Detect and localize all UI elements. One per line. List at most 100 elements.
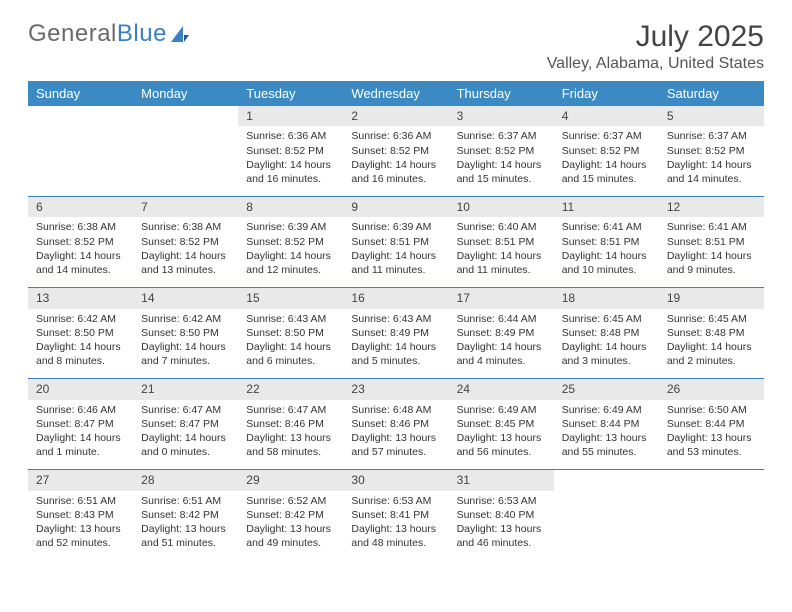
day-details: Sunrise: 6:38 AMSunset: 8:52 PMDaylight:… [133, 217, 238, 287]
day-details: Sunrise: 6:37 AMSunset: 8:52 PMDaylight:… [449, 126, 554, 196]
day-details: Sunrise: 6:53 AMSunset: 8:41 PMDaylight:… [343, 491, 448, 561]
day-cell: 2Sunrise: 6:36 AMSunset: 8:52 PMDaylight… [343, 106, 448, 196]
day-number: 4 [554, 106, 659, 126]
month-title: July 2025 [547, 20, 764, 53]
day-cell: 10Sunrise: 6:40 AMSunset: 8:51 PMDayligh… [449, 196, 554, 287]
day-number [28, 106, 133, 126]
day-number: 31 [449, 469, 554, 490]
day-details: Sunrise: 6:37 AMSunset: 8:52 PMDaylight:… [659, 126, 764, 196]
day-header: Thursday [449, 81, 554, 106]
day-number [659, 469, 764, 490]
logo-sail-icon [170, 25, 190, 43]
day-details: Sunrise: 6:38 AMSunset: 8:52 PMDaylight:… [28, 217, 133, 287]
day-details: Sunrise: 6:42 AMSunset: 8:50 PMDaylight:… [133, 309, 238, 379]
logo-text-gray: General [28, 20, 117, 48]
day-details: Sunrise: 6:39 AMSunset: 8:51 PMDaylight:… [343, 217, 448, 287]
day-cell: 31Sunrise: 6:53 AMSunset: 8:40 PMDayligh… [449, 469, 554, 560]
day-details: Sunrise: 6:52 AMSunset: 8:42 PMDaylight:… [238, 491, 343, 561]
day-details: Sunrise: 6:41 AMSunset: 8:51 PMDaylight:… [554, 217, 659, 287]
week-row: 1Sunrise: 6:36 AMSunset: 8:52 PMDaylight… [28, 106, 764, 196]
day-details: Sunrise: 6:39 AMSunset: 8:52 PMDaylight:… [238, 217, 343, 287]
day-details [659, 491, 764, 541]
day-number: 15 [238, 287, 343, 308]
day-cell: 7Sunrise: 6:38 AMSunset: 8:52 PMDaylight… [133, 196, 238, 287]
day-number: 18 [554, 287, 659, 308]
day-details: Sunrise: 6:43 AMSunset: 8:49 PMDaylight:… [343, 309, 448, 379]
day-number: 13 [28, 287, 133, 308]
day-number: 22 [238, 378, 343, 399]
day-cell: 19Sunrise: 6:45 AMSunset: 8:48 PMDayligh… [659, 287, 764, 378]
day-cell: 12Sunrise: 6:41 AMSunset: 8:51 PMDayligh… [659, 196, 764, 287]
day-details: Sunrise: 6:49 AMSunset: 8:44 PMDaylight:… [554, 400, 659, 470]
day-number: 6 [28, 196, 133, 217]
day-details: Sunrise: 6:48 AMSunset: 8:46 PMDaylight:… [343, 400, 448, 470]
day-details [28, 126, 133, 176]
day-number: 17 [449, 287, 554, 308]
day-details: Sunrise: 6:51 AMSunset: 8:43 PMDaylight:… [28, 491, 133, 561]
day-header: Friday [554, 81, 659, 106]
day-cell: 14Sunrise: 6:42 AMSunset: 8:50 PMDayligh… [133, 287, 238, 378]
day-number: 29 [238, 469, 343, 490]
day-details: Sunrise: 6:49 AMSunset: 8:45 PMDaylight:… [449, 400, 554, 470]
week-row: 6Sunrise: 6:38 AMSunset: 8:52 PMDaylight… [28, 196, 764, 287]
day-cell: 21Sunrise: 6:47 AMSunset: 8:47 PMDayligh… [133, 378, 238, 469]
day-number: 5 [659, 106, 764, 126]
day-number: 24 [449, 378, 554, 399]
day-cell: 6Sunrise: 6:38 AMSunset: 8:52 PMDaylight… [28, 196, 133, 287]
day-header: Saturday [659, 81, 764, 106]
day-cell: 9Sunrise: 6:39 AMSunset: 8:51 PMDaylight… [343, 196, 448, 287]
day-details: Sunrise: 6:53 AMSunset: 8:40 PMDaylight:… [449, 491, 554, 561]
day-number: 1 [238, 106, 343, 126]
day-details: Sunrise: 6:43 AMSunset: 8:50 PMDaylight:… [238, 309, 343, 379]
day-cell: 13Sunrise: 6:42 AMSunset: 8:50 PMDayligh… [28, 287, 133, 378]
day-details: Sunrise: 6:37 AMSunset: 8:52 PMDaylight:… [554, 126, 659, 196]
day-number: 16 [343, 287, 448, 308]
week-row: 13Sunrise: 6:42 AMSunset: 8:50 PMDayligh… [28, 287, 764, 378]
day-details: Sunrise: 6:45 AMSunset: 8:48 PMDaylight:… [659, 309, 764, 379]
day-cell: 28Sunrise: 6:51 AMSunset: 8:42 PMDayligh… [133, 469, 238, 560]
logo: GeneralBlue [28, 20, 190, 48]
day-details: Sunrise: 6:44 AMSunset: 8:49 PMDaylight:… [449, 309, 554, 379]
day-number: 23 [343, 378, 448, 399]
day-number: 19 [659, 287, 764, 308]
day-cell: 16Sunrise: 6:43 AMSunset: 8:49 PMDayligh… [343, 287, 448, 378]
day-cell: 30Sunrise: 6:53 AMSunset: 8:41 PMDayligh… [343, 469, 448, 560]
day-number: 27 [28, 469, 133, 490]
day-cell: 8Sunrise: 6:39 AMSunset: 8:52 PMDaylight… [238, 196, 343, 287]
day-number: 14 [133, 287, 238, 308]
day-cell: 26Sunrise: 6:50 AMSunset: 8:44 PMDayligh… [659, 378, 764, 469]
empty-cell [554, 469, 659, 560]
empty-cell [28, 106, 133, 196]
day-cell: 20Sunrise: 6:46 AMSunset: 8:47 PMDayligh… [28, 378, 133, 469]
day-details: Sunrise: 6:51 AMSunset: 8:42 PMDaylight:… [133, 491, 238, 561]
day-details: Sunrise: 6:42 AMSunset: 8:50 PMDaylight:… [28, 309, 133, 379]
day-cell: 17Sunrise: 6:44 AMSunset: 8:49 PMDayligh… [449, 287, 554, 378]
day-details [133, 126, 238, 176]
day-cell: 18Sunrise: 6:45 AMSunset: 8:48 PMDayligh… [554, 287, 659, 378]
day-number: 3 [449, 106, 554, 126]
day-number: 20 [28, 378, 133, 399]
day-cell: 3Sunrise: 6:37 AMSunset: 8:52 PMDaylight… [449, 106, 554, 196]
day-header: Monday [133, 81, 238, 106]
logo-text-blue: Blue [117, 20, 167, 48]
day-number: 12 [659, 196, 764, 217]
day-cell: 25Sunrise: 6:49 AMSunset: 8:44 PMDayligh… [554, 378, 659, 469]
day-cell: 5Sunrise: 6:37 AMSunset: 8:52 PMDaylight… [659, 106, 764, 196]
day-cell: 29Sunrise: 6:52 AMSunset: 8:42 PMDayligh… [238, 469, 343, 560]
day-cell: 11Sunrise: 6:41 AMSunset: 8:51 PMDayligh… [554, 196, 659, 287]
day-details: Sunrise: 6:41 AMSunset: 8:51 PMDaylight:… [659, 217, 764, 287]
day-cell: 1Sunrise: 6:36 AMSunset: 8:52 PMDaylight… [238, 106, 343, 196]
location-text: Valley, Alabama, United States [547, 55, 764, 73]
day-number: 8 [238, 196, 343, 217]
page-header: GeneralBlue July 2025 Valley, Alabama, U… [28, 20, 764, 73]
day-details [554, 491, 659, 541]
day-header-row: SundayMondayTuesdayWednesdayThursdayFrid… [28, 81, 764, 106]
day-details: Sunrise: 6:50 AMSunset: 8:44 PMDaylight:… [659, 400, 764, 470]
day-cell: 24Sunrise: 6:49 AMSunset: 8:45 PMDayligh… [449, 378, 554, 469]
day-number: 30 [343, 469, 448, 490]
day-header: Wednesday [343, 81, 448, 106]
day-details: Sunrise: 6:45 AMSunset: 8:48 PMDaylight:… [554, 309, 659, 379]
day-cell: 4Sunrise: 6:37 AMSunset: 8:52 PMDaylight… [554, 106, 659, 196]
day-number [133, 106, 238, 126]
day-details: Sunrise: 6:36 AMSunset: 8:52 PMDaylight:… [343, 126, 448, 196]
